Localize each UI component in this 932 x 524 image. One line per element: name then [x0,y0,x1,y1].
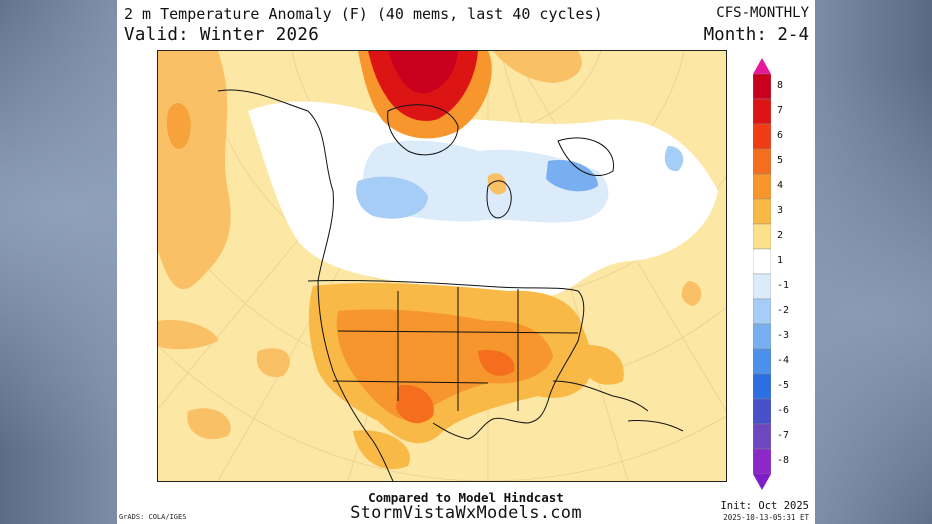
colorbar-label: -6 [777,404,790,416]
model-name: CFS-MONTHLY [716,5,809,21]
colorbar-bin [753,273,771,300]
colorbar-bin [753,398,771,425]
anomaly-map-svg [158,51,726,481]
colorbar-bin [753,173,771,200]
colorbar-label: 4 [777,179,784,191]
site-url: StormVistaWxModels.com [350,503,582,523]
forecast-months: Month: 2-4 [703,25,809,45]
colorbar-label: 7 [777,104,784,116]
colorbar-bin [753,223,771,250]
colorbar-bin [753,73,771,100]
colorbar-label: 2 [777,229,784,241]
colorbar-bin [753,298,771,325]
colorbar-bin [753,123,771,150]
generation-timestamp: 2025-10-13-05:31 ET [723,513,809,522]
colorbar-label: -4 [777,354,790,366]
colorbar-label: -1 [777,279,790,291]
colorbar-bin [753,98,771,125]
hindcast-note: Compared to Model Hindcast [368,490,564,505]
colorbar-bin [753,373,771,400]
colorbar-bottom-arrow [753,474,771,490]
grads-credit: GrADS: COLA/IGES [119,513,187,521]
colorbar-label: -5 [777,379,790,391]
anomaly-map [157,50,727,482]
colorbar-bin [753,423,771,450]
temperature-colorbar [753,58,771,490]
colorbar-bin [753,323,771,350]
forecast-map-panel: 2 m Temperature Anomaly (F) (40 mems, la… [117,0,815,524]
colorbar-label: -3 [777,329,790,341]
colorbar-label: -2 [777,304,790,316]
init-date: Init: Oct 2025 [720,500,809,512]
colorbar-bin [753,248,771,275]
colorbar-bin [753,348,771,375]
colorbar-label: 6 [777,129,784,141]
colorbar-label: -8 [777,454,790,466]
colorbar-label: 5 [777,154,784,166]
colorbar-bin [753,198,771,225]
map-title: 2 m Temperature Anomaly (F) (40 mems, la… [124,5,603,23]
colorbar-top-arrow [753,58,771,74]
colorbar-bin [753,148,771,175]
colorbar-bin [753,448,771,475]
valid-period: Valid: Winter 2026 [124,25,320,45]
colorbar-label: 1 [777,254,784,266]
colorbar-label: 3 [777,204,784,216]
colorbar-label: 8 [777,79,784,91]
colorbar-bins [753,73,771,475]
colorbar-label: -7 [777,429,790,441]
